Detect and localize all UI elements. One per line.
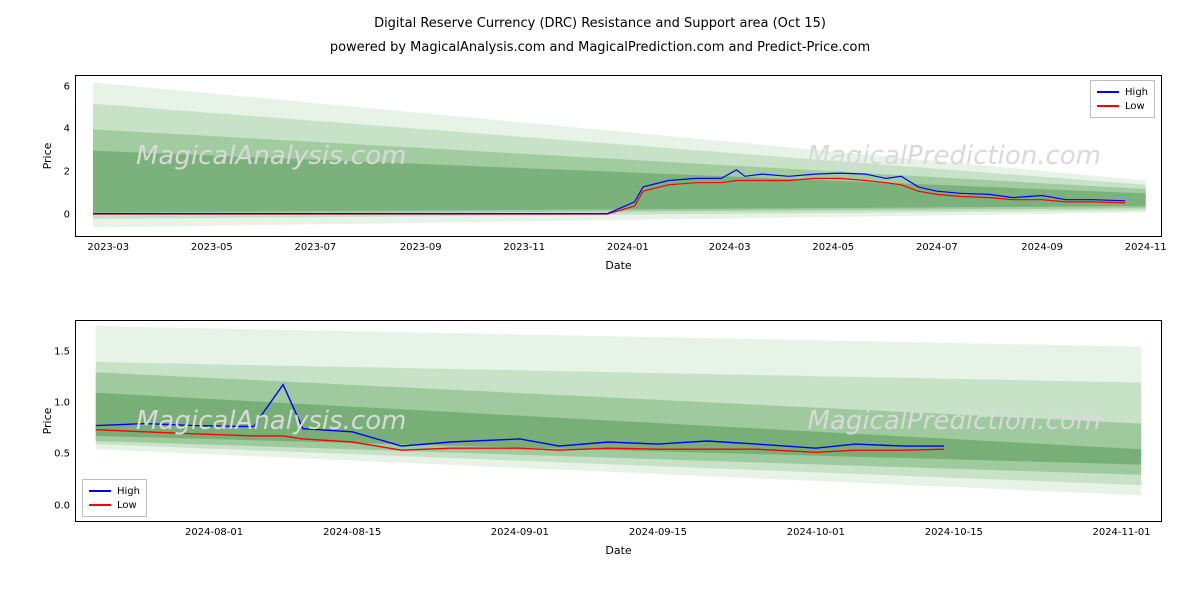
legend-swatch xyxy=(89,490,111,492)
xtick-label: 2023-11 xyxy=(503,236,545,253)
ytick-label: 0.0 xyxy=(30,500,76,511)
figure: Digital Reserve Currency (DRC) Resistanc… xyxy=(0,0,1200,600)
xtick-label: 2024-03 xyxy=(709,236,751,253)
legend-label: High xyxy=(117,486,140,497)
ytick-label: 2 xyxy=(30,167,76,178)
xtick-label: 2024-01 xyxy=(607,236,649,253)
legend-top: High Low xyxy=(1090,80,1155,118)
xtick-label: 2024-10-01 xyxy=(787,521,845,538)
legend-swatch xyxy=(1097,91,1119,93)
xtick-label: 2024-07 xyxy=(916,236,958,253)
legend-item: Low xyxy=(89,498,140,512)
plot-area-bottom xyxy=(76,321,1161,521)
xtick-label: 2023-05 xyxy=(191,236,233,253)
xtick-label: 2024-08-15 xyxy=(323,521,381,538)
ylabel-top: Price xyxy=(41,143,54,170)
legend-bottom: High Low xyxy=(82,479,147,517)
legend-item: High xyxy=(1097,85,1148,99)
ytick-label: 1.0 xyxy=(30,398,76,409)
ytick-label: 0 xyxy=(30,209,76,220)
legend-item: Low xyxy=(1097,99,1148,113)
ytick-label: 1.5 xyxy=(30,346,76,357)
legend-label: Low xyxy=(117,500,137,511)
plot-area-top xyxy=(76,76,1161,236)
chart-subtitle: powered by MagicalAnalysis.com and Magic… xyxy=(0,40,1200,55)
xtick-label: 2024-09 xyxy=(1021,236,1063,253)
xtick-label: 2024-11 xyxy=(1125,236,1167,253)
ytick-label: 0.5 xyxy=(30,449,76,460)
ylabel-bottom: Price xyxy=(41,408,54,435)
xtick-label: 2023-07 xyxy=(295,236,337,253)
xtick-label: 2024-08-01 xyxy=(185,521,243,538)
legend-label: Low xyxy=(1125,101,1145,112)
xtick-label: 2023-09 xyxy=(400,236,442,253)
xtick-label: 2024-09-15 xyxy=(629,521,687,538)
xtick-label: 2024-10-15 xyxy=(925,521,983,538)
chart-top: Price Date MagicalAnalysis.com MagicalPr… xyxy=(75,75,1162,237)
xtick-label: 2023-03 xyxy=(87,236,129,253)
xlabel-top: Date xyxy=(605,259,631,272)
ytick-label: 6 xyxy=(30,81,76,92)
chart-title: Digital Reserve Currency (DRC) Resistanc… xyxy=(0,16,1200,31)
ytick-label: 4 xyxy=(30,124,76,135)
chart-bottom: Price Date MagicalAnalysis.com MagicalPr… xyxy=(75,320,1162,522)
xtick-label: 2024-11-01 xyxy=(1092,521,1150,538)
xtick-label: 2024-05 xyxy=(812,236,854,253)
xlabel-bottom: Date xyxy=(605,544,631,557)
legend-label: High xyxy=(1125,87,1148,98)
legend-swatch xyxy=(89,504,111,506)
legend-swatch xyxy=(1097,105,1119,107)
legend-item: High xyxy=(89,484,140,498)
xtick-label: 2024-09-01 xyxy=(491,521,549,538)
